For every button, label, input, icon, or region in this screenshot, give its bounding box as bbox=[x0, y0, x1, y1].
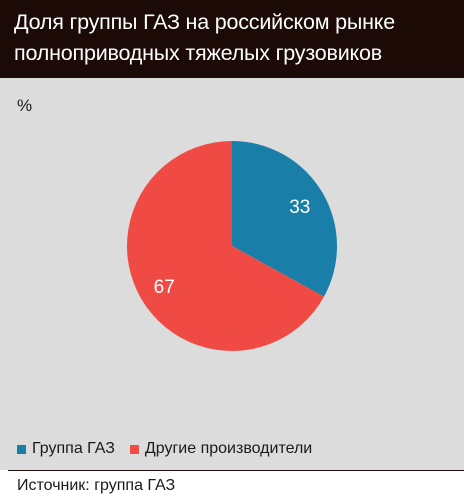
legend-item-gaz: Группа ГАЗ bbox=[17, 440, 115, 458]
legend-item-others: Другие производители bbox=[129, 440, 313, 458]
unit-label: % bbox=[17, 96, 33, 115]
legend-swatch-gaz bbox=[17, 444, 26, 454]
chart-title-line-1: Доля группы ГАЗ на российском рынке bbox=[14, 10, 395, 34]
chart-panel: % 33 67 Группа ГАЗ Другие производители bbox=[0, 78, 464, 470]
source-note: Источник: группа ГАЗ bbox=[17, 477, 176, 494]
pie-label-gaz: 33 bbox=[289, 197, 310, 218]
footer-divider bbox=[8, 470, 464, 471]
legend-label-others: Другие производители bbox=[144, 440, 313, 457]
legend-label-gaz: Группа ГАЗ bbox=[32, 440, 115, 457]
legend-swatch-others bbox=[129, 444, 139, 454]
pie-slice-others bbox=[127, 141, 325, 351]
pie-chart: 33 67 bbox=[127, 141, 338, 351]
chart-header: Доля группы ГАЗ на российском рынке полн… bbox=[0, 0, 464, 78]
footer: Источник: группа ГАЗ bbox=[0, 470, 464, 500]
chart-title-line-2: полноприводных тяжелых грузовиков bbox=[14, 41, 382, 65]
pie-label-others: 67 bbox=[154, 277, 175, 298]
pie-slice-gaz bbox=[232, 141, 338, 297]
legend: Группа ГАЗ Другие производители bbox=[17, 440, 327, 458]
